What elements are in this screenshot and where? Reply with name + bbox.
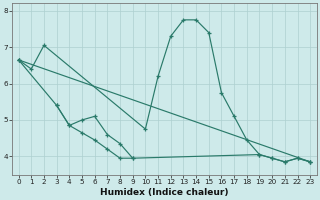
X-axis label: Humidex (Indice chaleur): Humidex (Indice chaleur) — [100, 188, 229, 197]
